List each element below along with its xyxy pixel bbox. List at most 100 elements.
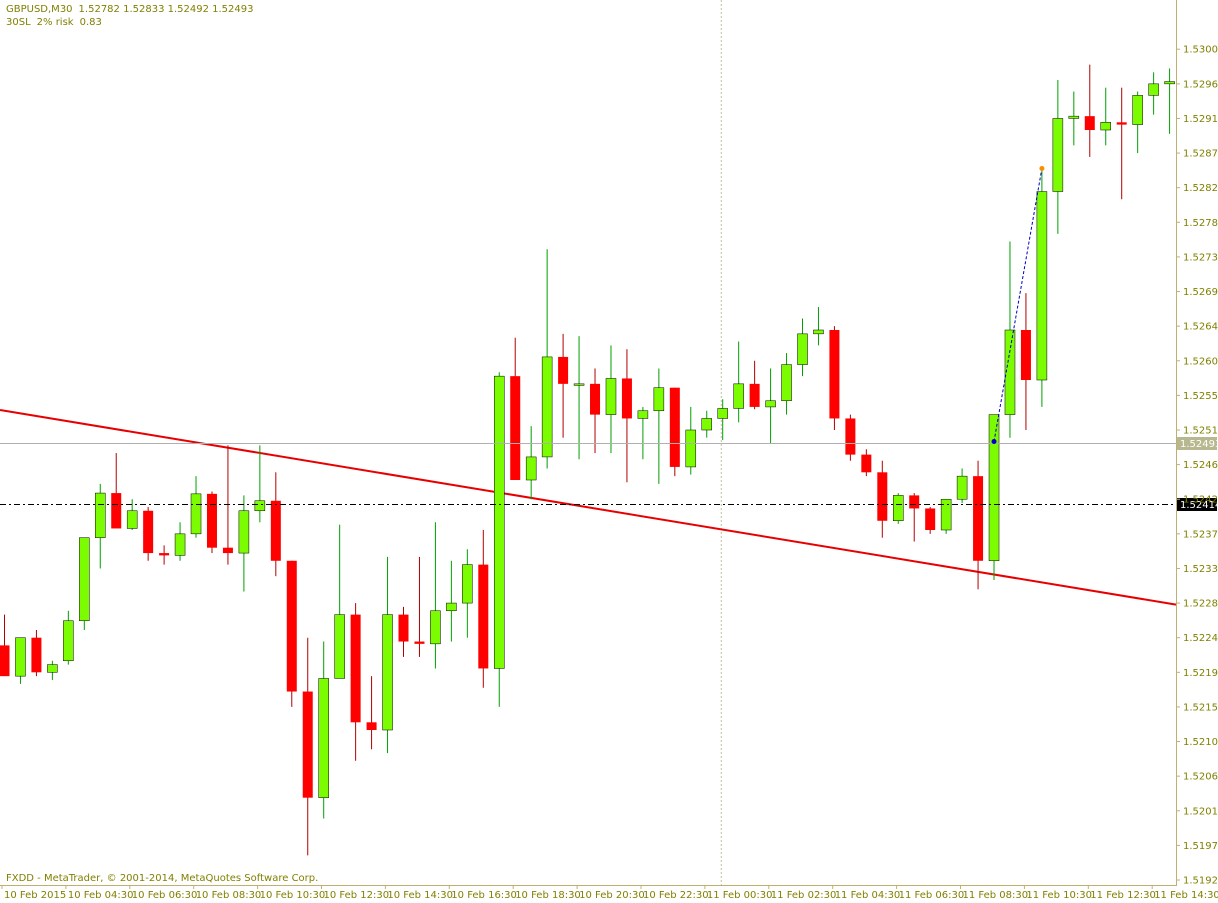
trendline[interactable] <box>0 409 1177 606</box>
candle-body <box>1004 329 1016 415</box>
candle <box>126 499 138 530</box>
candle-body <box>590 383 601 415</box>
y-tick-label: 1.52420 <box>1183 495 1218 506</box>
candle <box>1068 91 1080 146</box>
candle <box>956 468 968 504</box>
candle-body <box>206 493 217 548</box>
candle <box>494 372 505 707</box>
candle <box>95 483 106 569</box>
candle <box>478 530 489 688</box>
y-tick-label: 1.52780 <box>1183 218 1218 229</box>
candle-body <box>95 492 106 538</box>
candle-body <box>797 333 808 365</box>
x-tick-label: 10 Feb 12:30 <box>324 890 390 901</box>
price-label: 1.52493 <box>1180 439 1218 450</box>
candle-body <box>861 454 872 473</box>
x-tick-label: 10 Feb 20:30 <box>579 890 645 901</box>
candle <box>541 249 553 469</box>
candle <box>446 560 457 642</box>
y-tick-label: 1.51925 <box>1183 876 1218 887</box>
candle <box>430 522 441 669</box>
candle-body <box>1052 118 1064 192</box>
y-tick-label: 1.52240 <box>1183 633 1218 644</box>
y-tick-label: 1.52960 <box>1183 79 1218 90</box>
candle-body <box>478 564 489 669</box>
candle <box>1052 80 1064 234</box>
candle <box>366 676 377 750</box>
candle-body <box>717 408 728 419</box>
candles[interactable] <box>0 64 1175 856</box>
candle <box>637 406 649 460</box>
y-tick-label: 1.52870 <box>1183 149 1218 160</box>
price-label-bg <box>1177 498 1217 511</box>
x-tick-label: 10 Feb 16:30 <box>451 890 517 901</box>
candle-body <box>1084 116 1095 130</box>
candle-body <box>829 330 840 419</box>
y-tick-label: 1.52465 <box>1183 460 1218 471</box>
candle-body <box>318 678 329 798</box>
candle-body <box>940 498 952 531</box>
candle-body <box>63 620 74 662</box>
candle <box>877 460 888 538</box>
x-tick-label: 10 Feb 08:30 <box>196 890 262 901</box>
x-tick-label: 11 Feb 08:30 <box>963 890 1029 901</box>
candle-body <box>414 641 425 644</box>
x-tick-label: 11 Feb 00:30 <box>707 890 773 901</box>
candle <box>238 495 250 592</box>
candle-body <box>1036 191 1048 381</box>
price-lines: 1.52493 1.52414 <box>0 437 1218 511</box>
candle <box>717 399 728 440</box>
candle <box>0 614 10 677</box>
candle-body <box>286 560 297 692</box>
candle-body <box>525 456 537 481</box>
candle <box>254 445 266 523</box>
candle-body <box>765 400 776 408</box>
candle-body <box>222 547 233 554</box>
y-tick-label: 1.52015 <box>1183 806 1218 817</box>
candle-body <box>956 475 968 500</box>
price-label-bg <box>1177 437 1217 450</box>
candle-body <box>302 691 313 798</box>
y-tick-label: 1.52330 <box>1183 564 1218 575</box>
y-tick-label: 1.52285 <box>1183 599 1218 610</box>
candle-body <box>270 500 281 561</box>
y-tick-label: 1.52060 <box>1183 772 1218 783</box>
candle <box>414 556 425 657</box>
candle <box>621 349 632 483</box>
candle <box>174 522 186 561</box>
candle <box>909 493 920 542</box>
x-tick-label: 10 Feb 14:30 <box>387 890 453 901</box>
candle-body <box>909 495 920 509</box>
candle-body <box>1164 81 1175 85</box>
x-tick-label: 10 Feb 06:30 <box>132 890 198 901</box>
candle <box>701 410 712 438</box>
candle-body <box>174 533 186 556</box>
candle-body <box>749 383 760 407</box>
candle <box>605 345 617 454</box>
candle-body <box>143 510 154 554</box>
candle-body <box>653 387 665 412</box>
candle-body <box>1068 115 1080 119</box>
ohlc-values: 1.52782 1.52833 1.52492 1.52493 <box>78 4 254 15</box>
copyright-text: FXDD - MetaTrader, © 2001-2014, MetaQuot… <box>6 873 318 884</box>
y-tick-label: 1.52600 <box>1183 356 1218 367</box>
candle-body <box>701 418 712 431</box>
candle <box>973 460 984 590</box>
candle <box>318 641 329 819</box>
candle <box>286 560 297 707</box>
x-tick-label: 11 Feb 12:30 <box>1090 890 1156 901</box>
candle <box>159 545 170 565</box>
candle <box>1100 87 1111 146</box>
candle-body <box>446 602 457 612</box>
candle-body <box>366 722 377 730</box>
candle-body <box>813 329 824 335</box>
y-tick-label: 1.52915 <box>1183 114 1218 125</box>
candle <box>749 360 760 410</box>
x-tick-label: 11 Feb 02:30 <box>771 890 837 901</box>
x-tick-label: 11 Feb 10:30 <box>1026 890 1092 901</box>
candle <box>382 556 393 754</box>
indicator-header: 30SL 2% risk 0.83 <box>6 17 108 28</box>
candle <box>861 449 872 477</box>
